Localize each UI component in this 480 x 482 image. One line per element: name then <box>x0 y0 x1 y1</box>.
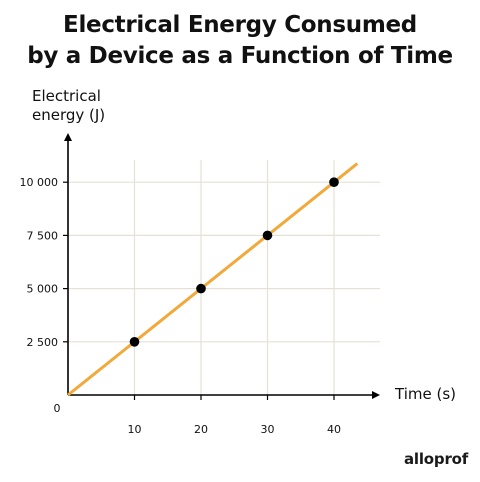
y-tick-label: 10 000 <box>20 176 59 189</box>
x-tick-label: 30 <box>261 423 275 436</box>
series <box>67 162 359 397</box>
data-point <box>129 337 140 347</box>
y-axis-label-line-2: energy (J) <box>32 106 106 124</box>
grid <box>68 160 380 395</box>
alloprof-logo: alloprof <box>404 450 469 468</box>
x-tick-label: 40 <box>327 423 341 436</box>
chart-title-line-2: by a Device as a Function of Time <box>27 43 453 69</box>
y-tick-label: 2 500 <box>27 336 59 349</box>
tick-labels: 2 500 5 000 7 500 10 000 10 20 30 40 0 <box>20 176 342 436</box>
x-axis-label: Time (s) <box>395 385 456 403</box>
data-point <box>329 177 339 187</box>
y-tick-label: 5 000 <box>27 283 59 296</box>
y-tick-label: 7 500 <box>27 229 59 242</box>
data-point <box>196 283 206 294</box>
x-tick-label: 20 <box>194 423 208 436</box>
axes <box>63 133 380 400</box>
x-tick-label: 10 <box>128 423 142 436</box>
data-point <box>262 230 273 241</box>
chart-title-line-1: Electrical Energy Consumed <box>63 12 417 38</box>
y-axis-arrow-icon <box>64 133 72 141</box>
y-axis-label-line-1: Electrical <box>32 87 101 105</box>
chart-title: Electrical Energy Consumed by a Device a… <box>0 10 480 72</box>
y-axis-label: Electrical energy (J) <box>32 87 105 125</box>
series-line <box>67 162 359 397</box>
x-axis-arrow-icon <box>372 391 380 399</box>
origin-label: 0 <box>54 402 61 415</box>
